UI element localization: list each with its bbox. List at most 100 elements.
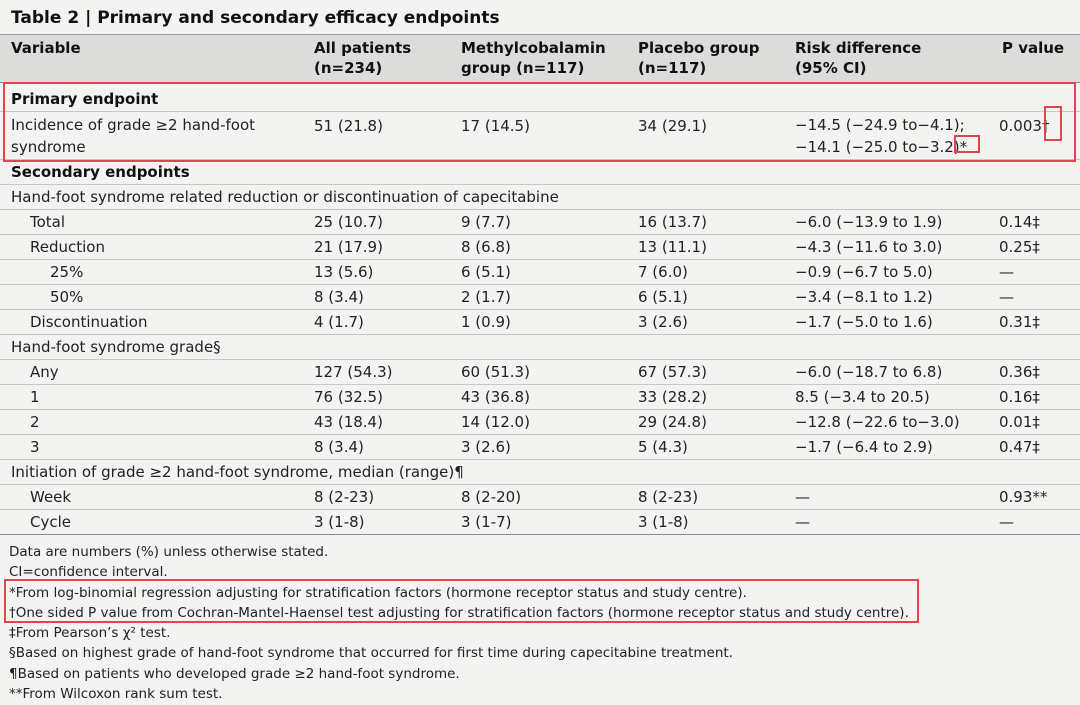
col-header-risk-difference: Risk difference (95% CI) xyxy=(795,39,922,77)
footnote: †One sided P value from Cochran-Mantel-H… xyxy=(9,604,909,621)
cell-all: 21 (17.9) xyxy=(314,238,383,256)
cell-methyl: 60 (51.3) xyxy=(461,363,530,381)
cell-p-value: 0.14‡ xyxy=(999,213,1040,231)
row-label: 25% xyxy=(50,263,84,281)
cell-placebo: 7 (6.0) xyxy=(638,263,688,281)
footnote: Data are numbers (%) unless otherwise st… xyxy=(9,544,329,560)
cell-methyl: 3 (2.6) xyxy=(461,438,511,456)
table-row: Reduction 21 (17.9) 8 (6.8) 13 (11.1) −4… xyxy=(0,235,1080,260)
col-header-variable: Variable xyxy=(11,39,81,57)
table-row: 25% 13 (5.6) 6 (5.1) 7 (6.0) −0.9 (−6.7 … xyxy=(0,260,1080,285)
cell-methyl: 6 (5.1) xyxy=(461,263,511,281)
group-row: Hand-foot syndrome grade§ xyxy=(0,335,1080,360)
table-title: Table 2 | Primary and secondary efficacy… xyxy=(0,0,1080,35)
row-label-cont: syndrome xyxy=(11,138,86,156)
cell-all: 3 (1-8) xyxy=(314,513,365,531)
row-label: Discontinuation xyxy=(30,313,148,331)
cell-methyl: 2 (1.7) xyxy=(461,288,511,306)
cell-placebo: 6 (5.1) xyxy=(638,288,688,306)
cell-p-value: 0.01‡ xyxy=(999,413,1040,431)
cell-placebo: 8 (2-23) xyxy=(638,488,699,506)
cell-placebo: 16 (13.7) xyxy=(638,213,707,231)
cell-p-value: 0.47‡ xyxy=(999,438,1040,456)
footnote: §Based on highest grade of hand-foot syn… xyxy=(9,645,733,662)
cell-p-value: 0.36‡ xyxy=(999,363,1040,381)
section-row-secondary: Secondary endpoints xyxy=(0,160,1080,185)
table-footnotes: Data are numbers (%) unless otherwise st… xyxy=(9,542,1069,704)
table-row: Incidence of grade ≥2 hand-foot syndrome… xyxy=(0,112,1080,160)
cell-p-value: 0.31‡ xyxy=(999,313,1040,331)
group-label: Hand-foot syndrome grade§ xyxy=(11,338,221,356)
cell-risk-diff: −1.7 (−6.4 to 2.9) xyxy=(795,438,933,456)
cell-risk-diff-cont: −14.1 (−25.0 to−3.2)* xyxy=(795,138,968,156)
table-row: 3 8 (3.4) 3 (2.6) 5 (4.3) −1.7 (−6.4 to … xyxy=(0,435,1080,460)
row-label: 50% xyxy=(50,288,84,306)
cell-placebo: 3 (2.6) xyxy=(638,313,688,331)
cell-p-value: — xyxy=(999,263,1014,281)
col-header-placebo: Placebo group (n=117) xyxy=(638,39,760,77)
cell-methyl: 1 (0.9) xyxy=(461,313,511,331)
cell-risk-diff: −6.0 (−18.7 to 6.8) xyxy=(795,363,943,381)
cell-all: 25 (10.7) xyxy=(314,213,383,231)
row-label: 2 xyxy=(30,413,40,431)
row-label: Week xyxy=(30,488,72,506)
row-label: Reduction xyxy=(30,238,105,256)
cell-methyl: 3 (1-7) xyxy=(461,513,512,531)
row-label: 3 xyxy=(30,438,40,456)
col-header-p-value: P value xyxy=(1002,39,1065,57)
group-label: Initiation of grade ≥2 hand-foot syndrom… xyxy=(11,463,464,481)
cell-methyl: 43 (36.8) xyxy=(461,388,530,406)
cell-p-value: — xyxy=(999,513,1014,531)
cell-risk-diff: — xyxy=(795,488,810,506)
cell-risk-diff: −4.3 (−11.6 to 3.0) xyxy=(795,238,943,256)
cell-p-value: 0.003† xyxy=(999,117,1050,135)
row-label: Any xyxy=(30,363,59,381)
row-label: Cycle xyxy=(30,513,71,531)
cell-methyl: 8 (2-20) xyxy=(461,488,522,506)
cell-risk-diff: −3.4 (−8.1 to 1.2) xyxy=(795,288,933,306)
footnote: **From Wilcoxon rank sum test. xyxy=(9,686,223,703)
cell-all: 13 (5.6) xyxy=(314,263,374,281)
table-row: 2 43 (18.4) 14 (12.0) 29 (24.8) −12.8 (−… xyxy=(0,410,1080,435)
table-row: 50% 8 (3.4) 2 (1.7) 6 (5.1) −3.4 (−8.1 t… xyxy=(0,285,1080,310)
group-row: Initiation of grade ≥2 hand-foot syndrom… xyxy=(0,460,1080,485)
cell-placebo: 3 (1-8) xyxy=(638,513,689,531)
table-row: Total 25 (10.7) 9 (7.7) 16 (13.7) −6.0 (… xyxy=(0,210,1080,235)
footnote: ‡From Pearson’s χ² test. xyxy=(9,625,171,642)
cell-all: 43 (18.4) xyxy=(314,413,383,431)
table-row: Week 8 (2-23) 8 (2-20) 8 (2-23) — 0.93** xyxy=(0,485,1080,510)
cell-risk-diff: — xyxy=(795,513,810,531)
table-row: Discontinuation 4 (1.7) 1 (0.9) 3 (2.6) … xyxy=(0,310,1080,335)
cell-placebo: 67 (57.3) xyxy=(638,363,707,381)
row-label: Total xyxy=(30,213,66,231)
cell-risk-diff: −6.0 (−13.9 to 1.9) xyxy=(795,213,943,231)
footnote: *From log-binomial regression adjusting … xyxy=(9,584,747,601)
cell-risk-diff: 8.5 (−3.4 to 20.5) xyxy=(795,388,930,406)
cell-risk-diff: −1.7 (−5.0 to 1.6) xyxy=(795,313,933,331)
cell-methyl: 9 (7.7) xyxy=(461,213,511,231)
cell-methyl: 17 (14.5) xyxy=(461,117,530,135)
cell-p-value: 0.16‡ xyxy=(999,388,1040,406)
section-heading: Secondary endpoints xyxy=(11,163,190,181)
table-row: Cycle 3 (1-8) 3 (1-7) 3 (1-8) — — xyxy=(0,510,1080,535)
cell-placebo: 29 (24.8) xyxy=(638,413,707,431)
row-label: Incidence of grade ≥2 hand-foot xyxy=(11,116,256,134)
row-label: 1 xyxy=(30,388,40,406)
cell-all: 51 (21.8) xyxy=(314,117,383,135)
col-header-methylcobalamin: Methylcobalamin group (n=117) xyxy=(461,39,606,77)
footnote: ¶Based on patients who developed grade ≥… xyxy=(9,665,460,682)
cell-placebo: 5 (4.3) xyxy=(638,438,688,456)
cell-all: 4 (1.7) xyxy=(314,313,364,331)
section-row-primary: Primary endpoint xyxy=(0,87,1080,112)
cell-methyl: 14 (12.0) xyxy=(461,413,530,431)
table-row: 1 76 (32.5) 43 (36.8) 33 (28.2) 8.5 (−3.… xyxy=(0,385,1080,410)
cell-placebo: 13 (11.1) xyxy=(638,238,707,256)
section-heading: Primary endpoint xyxy=(11,90,159,108)
footnote: CI=confidence interval. xyxy=(9,564,168,581)
cell-all: 127 (54.3) xyxy=(314,363,393,381)
cell-methyl: 8 (6.8) xyxy=(461,238,511,256)
table-header: Variable All patients (n=234) Methylcobal… xyxy=(0,35,1080,83)
cell-all: 8 (3.4) xyxy=(314,288,364,306)
cell-p-value: 0.25‡ xyxy=(999,238,1040,256)
cell-placebo: 34 (29.1) xyxy=(638,117,707,135)
